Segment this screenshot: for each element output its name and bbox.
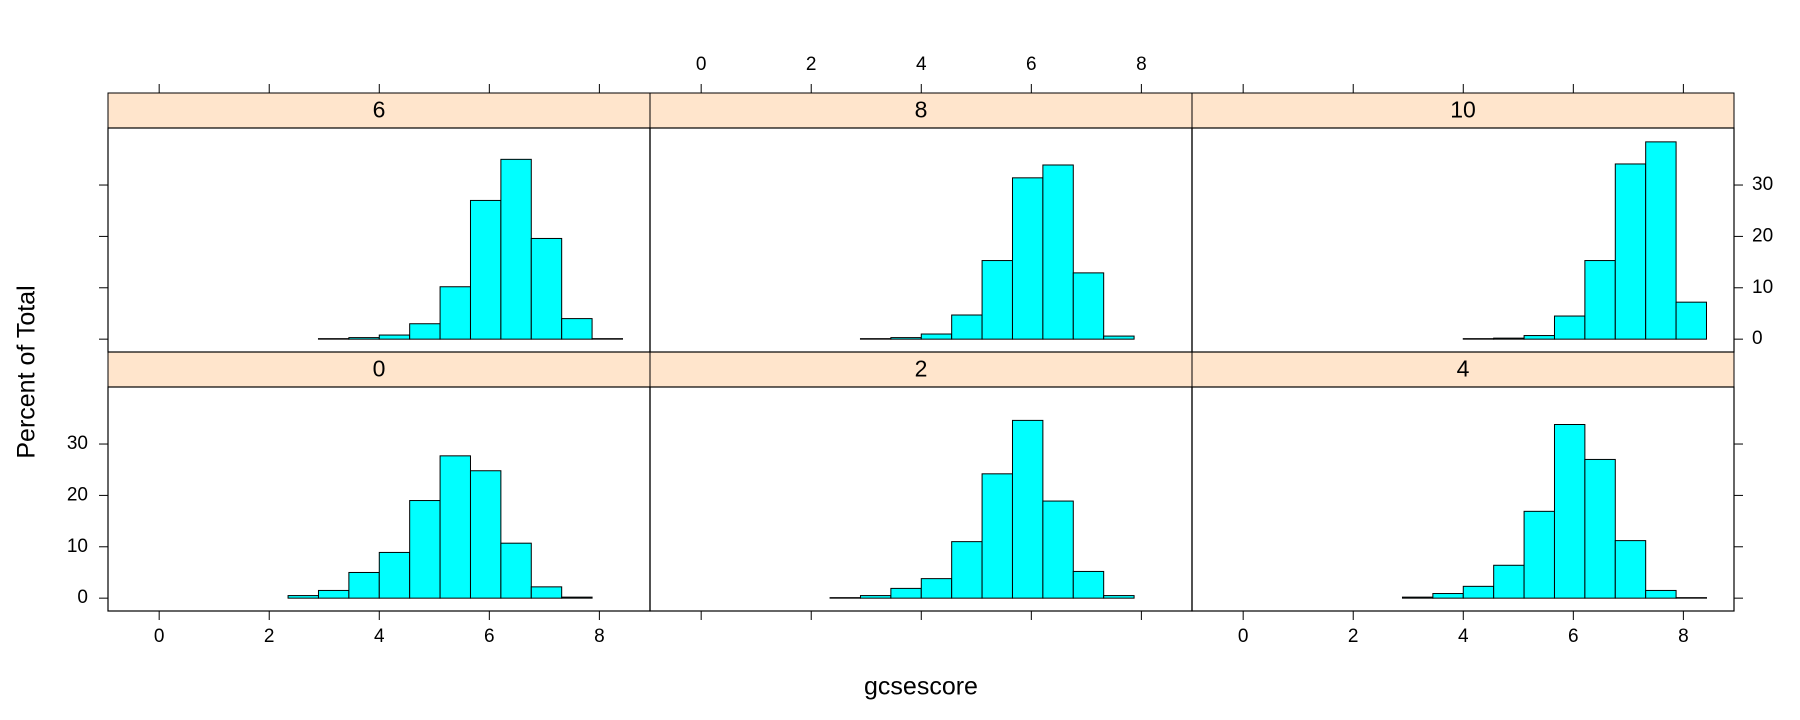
x-tick-label: 6 [1026, 54, 1037, 75]
bar [1584, 458, 1616, 599]
bar [530, 586, 563, 599]
strip-label: 4 [1457, 356, 1470, 382]
y-tick-label: 10 [1752, 277, 1773, 298]
bar [951, 314, 983, 340]
bar [1523, 510, 1555, 599]
y-tick-label: 0 [77, 587, 88, 608]
bar [469, 470, 502, 599]
bar [1614, 163, 1647, 340]
x-tick-label: 2 [806, 54, 817, 75]
bar [1103, 595, 1135, 599]
bar [1042, 164, 1074, 340]
bar [859, 595, 892, 599]
x-tick-label: 2 [264, 626, 275, 647]
panel-border [1191, 386, 1735, 612]
bar [1072, 570, 1105, 599]
bar [981, 260, 1013, 340]
bar [1645, 589, 1677, 599]
y-tick-label: 20 [67, 484, 88, 505]
bar [1432, 593, 1464, 599]
bar [561, 596, 593, 599]
strip [1191, 351, 1735, 388]
bar [890, 337, 922, 340]
x-tick-label: 8 [594, 626, 605, 647]
y-tick-label: 30 [67, 433, 88, 454]
x-tick-label: 0 [1238, 626, 1249, 647]
x-tick-label: 6 [484, 626, 495, 647]
panel-border [649, 127, 1193, 353]
bar [530, 237, 563, 340]
bar [1493, 564, 1525, 599]
bar [1584, 260, 1616, 340]
bar [561, 318, 593, 340]
x-tick-label: 4 [916, 54, 927, 75]
bar [1553, 315, 1586, 340]
bar [1675, 301, 1707, 340]
bar [951, 541, 983, 599]
bar [920, 578, 953, 599]
bar [439, 455, 471, 599]
bar [890, 587, 922, 599]
x-axis-title: gcsescore [864, 673, 978, 701]
strip-label: 2 [915, 356, 928, 382]
x-tick-label: 2 [1348, 626, 1359, 647]
bar [348, 571, 380, 599]
y-tick-label: 30 [1752, 174, 1773, 195]
bar [469, 199, 502, 340]
bar [409, 323, 441, 340]
bar [1011, 177, 1044, 340]
bar [1462, 585, 1495, 599]
bar [1401, 596, 1434, 599]
x-tick-label: 4 [1458, 626, 1469, 647]
bar [1462, 338, 1495, 340]
bar [287, 595, 319, 599]
panel-border [649, 386, 1193, 612]
y-tick-label: 0 [1752, 328, 1763, 349]
strip-label: 10 [1450, 97, 1476, 123]
y-tick-label: 20 [1752, 225, 1773, 246]
bar [348, 337, 380, 340]
bar [591, 338, 623, 340]
bar [409, 500, 441, 599]
bar [1523, 335, 1555, 340]
bar [1072, 272, 1105, 340]
bar [317, 589, 350, 599]
y-tick-label: 10 [67, 536, 88, 557]
bar [500, 542, 532, 599]
x-tick-label: 6 [1568, 626, 1579, 647]
bar [1042, 500, 1074, 599]
bar [1011, 419, 1044, 599]
bar [1493, 337, 1525, 340]
bar [1553, 424, 1586, 599]
x-tick-label: 4 [374, 626, 385, 647]
bar [981, 473, 1013, 599]
bar [1103, 335, 1135, 340]
panel-border [1191, 127, 1735, 353]
strip [107, 351, 651, 388]
strip-label: 0 [373, 356, 386, 382]
bar [1675, 597, 1707, 599]
bar [500, 158, 532, 340]
x-tick-label: 0 [154, 626, 165, 647]
bar [829, 597, 861, 599]
y-axis-title: Percent of Total [13, 285, 41, 458]
bar [859, 338, 892, 340]
bar [378, 334, 411, 340]
bar [317, 338, 350, 340]
strip [1191, 92, 1735, 129]
x-tick-label: 0 [696, 54, 707, 75]
bar [439, 286, 471, 340]
strip-label: 6 [373, 97, 386, 123]
strip-label: 8 [915, 97, 928, 123]
x-tick-label: 8 [1678, 626, 1689, 647]
bar [1614, 540, 1647, 599]
bar [1645, 141, 1677, 340]
bar [920, 333, 953, 340]
bar [378, 551, 411, 599]
x-tick-label: 8 [1136, 54, 1147, 75]
